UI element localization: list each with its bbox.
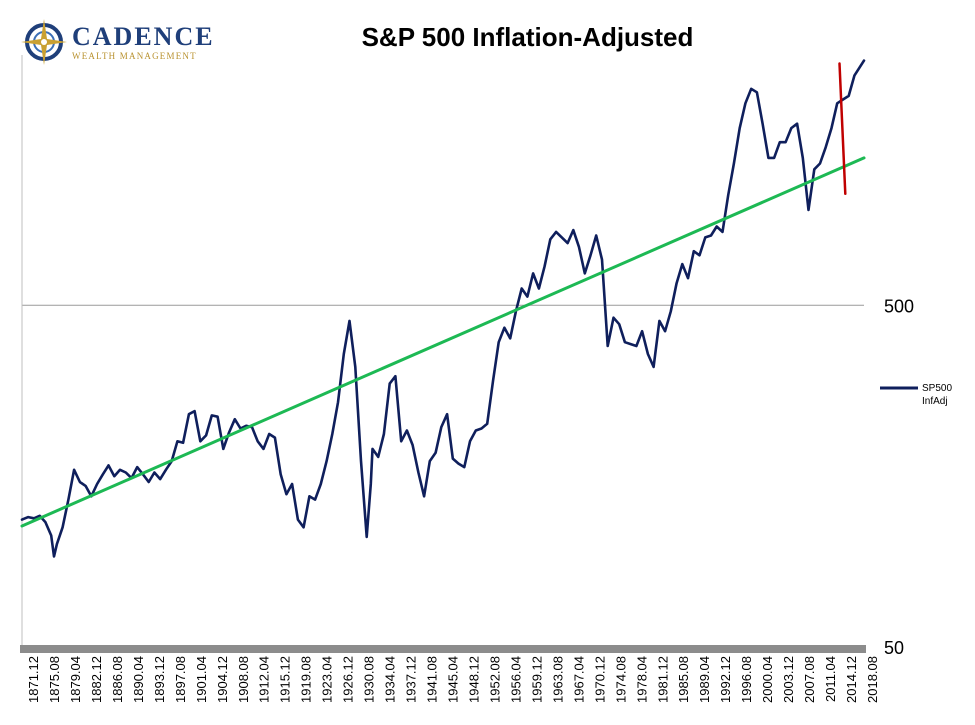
x-tick-label-1992.12: 1992.12	[718, 656, 733, 703]
compass-icon	[21, 19, 67, 65]
x-tick-label-1934.04: 1934.04	[383, 656, 398, 703]
x-tick-label-1919.08: 1919.08	[299, 656, 314, 703]
x-tick-label-1879.04: 1879.04	[68, 656, 83, 703]
x-tick-label-1974.08: 1974.08	[613, 656, 628, 703]
x-tick-label-1904.12: 1904.12	[215, 656, 230, 703]
series-line-trendline-1	[20, 156, 866, 528]
logo-tagline: WEALTH MANAGEMENT	[72, 51, 197, 61]
cadence-logo: CADENCE WEALTH MANAGEMENT	[20, 14, 213, 70]
x-tick-label-1901.04: 1901.04	[194, 656, 209, 703]
x-tick-label-1978.04: 1978.04	[634, 656, 649, 703]
x-tick-label-2018.08: 2018.08	[865, 656, 880, 703]
x-tick-label-1908.08: 1908.08	[236, 656, 251, 703]
series-line-marker-2	[838, 62, 847, 196]
x-tick-label-2000.04: 2000.04	[760, 656, 775, 703]
x-tick-label-2014.12: 2014.12	[844, 656, 859, 703]
x-tick-label-1897.08: 1897.08	[173, 656, 188, 703]
x-tick-label-1871.12: 1871.12	[26, 656, 41, 703]
series-line-sp500-infadj	[20, 59, 866, 558]
x-tick-label-1981.12: 1981.12	[655, 656, 670, 703]
x-tick-label-1963.08: 1963.08	[550, 656, 565, 703]
x-tick-label-1890.04: 1890.04	[131, 656, 146, 703]
x-tick-label-1941.08: 1941.08	[425, 656, 440, 703]
x-tick-label-1948.12: 1948.12	[466, 656, 481, 703]
x-tick-label-1996.08: 1996.08	[739, 656, 754, 703]
legend-label-line-2: InfAdj	[922, 396, 948, 407]
x-axis-bar	[20, 645, 866, 653]
x-tick-label-1882.12: 1882.12	[89, 656, 104, 703]
legend-label: SP500	[922, 383, 952, 394]
x-tick-label-1970.12: 1970.12	[592, 656, 607, 703]
x-tick-label-1893.12: 1893.12	[152, 656, 167, 703]
chart-title: S&P 500 Inflation-Adjusted	[361, 22, 694, 52]
x-tick-label-2007.08: 2007.08	[802, 656, 817, 703]
x-tick-label-1967.04: 1967.04	[571, 656, 586, 703]
x-tick-label-1930.08: 1930.08	[362, 656, 377, 703]
x-tick-label-1875.08: 1875.08	[47, 656, 62, 703]
x-tick-label-1937.12: 1937.12	[404, 656, 419, 703]
y-tick-label-50: 50	[884, 638, 904, 658]
x-tick-label-1989.04: 1989.04	[697, 656, 712, 703]
x-tick-label-1945.04: 1945.04	[446, 656, 461, 703]
x-tick-label-1926.12: 1926.12	[341, 656, 356, 703]
x-tick-label-1985.08: 1985.08	[676, 656, 691, 703]
y-tick-label-500: 500	[884, 296, 914, 316]
x-tick-label-2003.12: 2003.12	[781, 656, 796, 703]
x-tick-label-1952.08: 1952.08	[487, 656, 502, 703]
x-tick-label-1956.04: 1956.04	[508, 656, 523, 703]
x-tick-label-2011.04: 2011.04	[823, 656, 838, 702]
x-tick-label-1959.12: 1959.12	[529, 656, 544, 703]
x-tick-label-1886.08: 1886.08	[110, 656, 125, 703]
x-tick-label-1915.12: 1915.12	[278, 656, 293, 703]
logo-name: CADENCE	[72, 22, 215, 51]
x-tick-label-1912.04: 1912.04	[257, 656, 272, 703]
x-tick-label-1923.04: 1923.04	[320, 656, 335, 703]
